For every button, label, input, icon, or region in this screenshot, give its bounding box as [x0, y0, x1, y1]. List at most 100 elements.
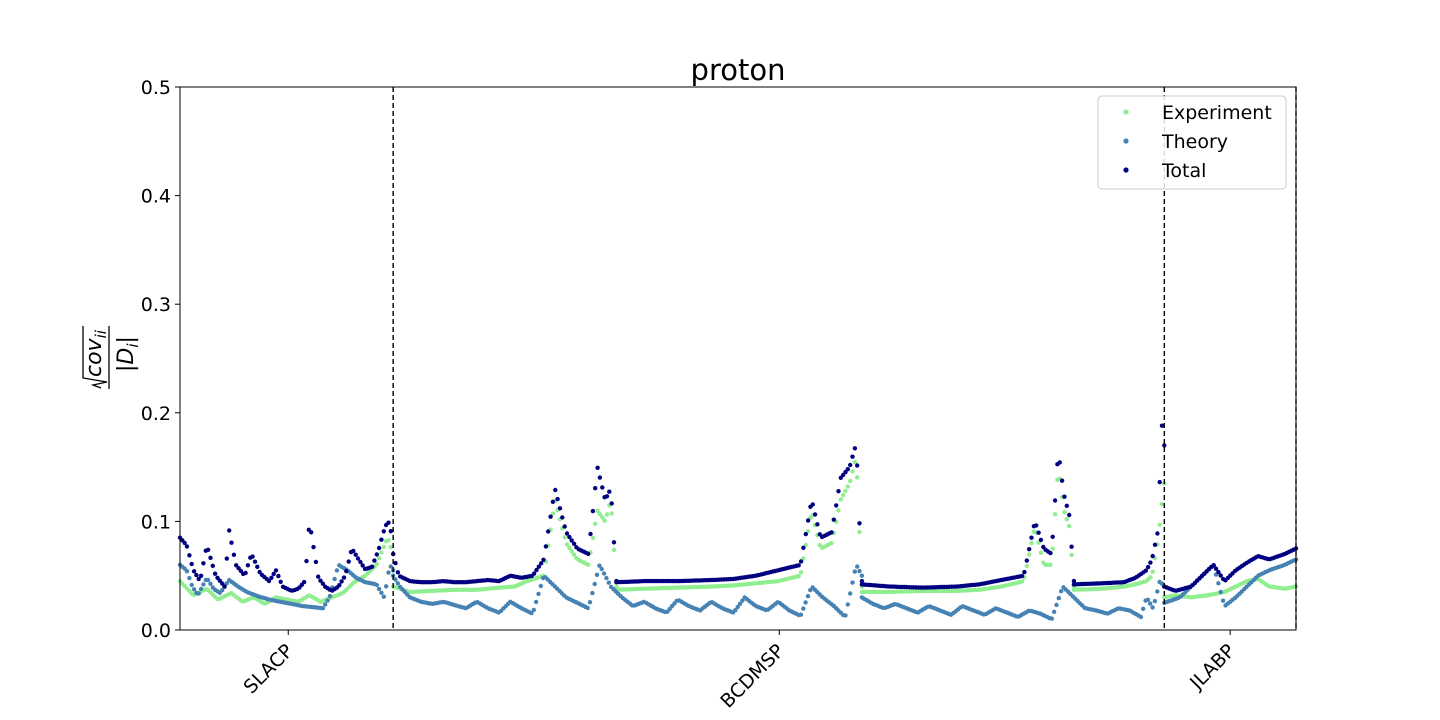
data-point — [229, 540, 234, 545]
data-point — [376, 556, 382, 561]
data-point — [198, 573, 204, 578]
data-point — [395, 581, 400, 586]
data-point — [606, 580, 611, 585]
data-point — [812, 512, 818, 517]
data-point — [1218, 589, 1223, 595]
data-point — [609, 501, 614, 506]
data-point — [796, 563, 801, 568]
data-point — [1155, 589, 1160, 594]
data-point — [857, 521, 862, 526]
data-point — [1051, 609, 1057, 614]
data-point — [222, 584, 227, 589]
legend-label: Total — [1161, 160, 1206, 182]
data-point — [376, 545, 382, 551]
data-point — [205, 577, 211, 583]
data-point — [1148, 601, 1153, 606]
data-point — [740, 598, 745, 603]
data-point — [1052, 498, 1058, 503]
data-point — [1024, 558, 1030, 563]
data-point — [855, 463, 860, 468]
data-point — [852, 459, 858, 465]
data-point — [1062, 494, 1067, 499]
data-point — [358, 559, 363, 565]
data-point — [1022, 569, 1027, 575]
x-axis: SLACP BCDMSP JLABP — [239, 630, 1240, 712]
data-point — [586, 562, 591, 567]
data-point — [1152, 598, 1158, 604]
data-point — [1036, 530, 1041, 535]
data-point — [1050, 534, 1055, 539]
data-point — [597, 511, 603, 517]
data-point — [374, 561, 379, 567]
data-point — [266, 578, 272, 584]
data-point — [212, 571, 218, 576]
data-point — [593, 521, 598, 526]
data-point — [1019, 573, 1025, 579]
data-point — [383, 584, 389, 589]
data-point — [374, 552, 379, 557]
data-point — [838, 475, 843, 480]
data-point — [339, 579, 344, 584]
data-point — [189, 582, 194, 588]
data-point — [231, 552, 237, 557]
data-point — [196, 576, 201, 582]
data-point — [855, 475, 860, 480]
series-experiment — [177, 459, 1299, 606]
data-point — [198, 586, 204, 592]
data-point — [271, 571, 276, 577]
data-point — [810, 502, 815, 507]
data-point — [735, 604, 740, 610]
data-point — [381, 529, 386, 534]
data-point — [733, 608, 738, 613]
data-point — [393, 560, 398, 566]
data-point — [250, 554, 255, 559]
data-point — [601, 571, 607, 576]
y-tick-label: 0.1 — [141, 511, 171, 533]
data-point — [379, 590, 384, 595]
data-point — [1220, 598, 1226, 603]
data-point — [1211, 563, 1216, 568]
data-point — [1062, 510, 1067, 515]
data-point — [588, 531, 593, 537]
data-point — [531, 571, 537, 576]
y-tick-label: 0.4 — [141, 186, 171, 208]
data-point — [836, 508, 841, 513]
data-point — [316, 574, 321, 579]
data-point — [1069, 552, 1074, 558]
y-label-numerator: covii — [82, 329, 110, 377]
data-point — [586, 551, 591, 556]
y-axis-label: covii |Di| — [82, 326, 142, 389]
data-point — [243, 570, 248, 576]
data-point — [388, 544, 393, 550]
data-point — [1157, 522, 1162, 527]
data-point — [531, 607, 536, 613]
legend-label: Experiment — [1162, 102, 1272, 124]
data-point — [594, 572, 600, 577]
data-point — [1038, 537, 1044, 543]
data-point — [1069, 544, 1074, 549]
data-point — [341, 575, 347, 580]
data-point — [379, 550, 384, 555]
data-point — [550, 511, 556, 516]
data-point — [541, 557, 546, 562]
data-point — [1052, 512, 1058, 517]
data-point — [386, 520, 391, 525]
data-point — [205, 547, 211, 552]
data-point — [550, 499, 556, 504]
data-point — [845, 484, 850, 489]
data-point — [852, 569, 857, 574]
data-point — [220, 588, 225, 593]
data-point — [1071, 578, 1077, 584]
data-point — [1019, 579, 1025, 584]
data-point — [196, 591, 201, 596]
data-point — [201, 561, 206, 566]
data-point — [1064, 517, 1070, 522]
data-point — [191, 587, 197, 592]
data-point — [843, 613, 848, 618]
data-point — [553, 487, 558, 493]
data-point — [386, 538, 391, 543]
data-point — [590, 590, 595, 596]
data-point — [184, 544, 190, 549]
data-point — [1024, 563, 1030, 569]
data-point — [1067, 523, 1072, 529]
